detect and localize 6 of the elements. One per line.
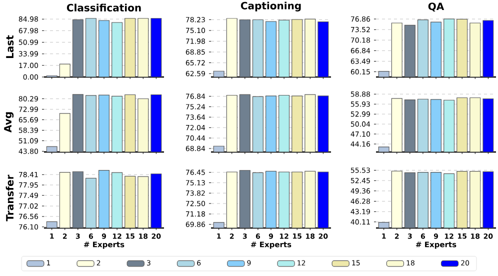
chart-title: QA bbox=[428, 2, 444, 12]
y-axis-title: Avg bbox=[4, 112, 14, 132]
chart-title: Captioning bbox=[240, 2, 301, 12]
chart-title: Classification bbox=[66, 4, 141, 12]
y-axis-title: Last bbox=[6, 35, 14, 58]
y-axis-title: Transfer bbox=[6, 174, 14, 222]
